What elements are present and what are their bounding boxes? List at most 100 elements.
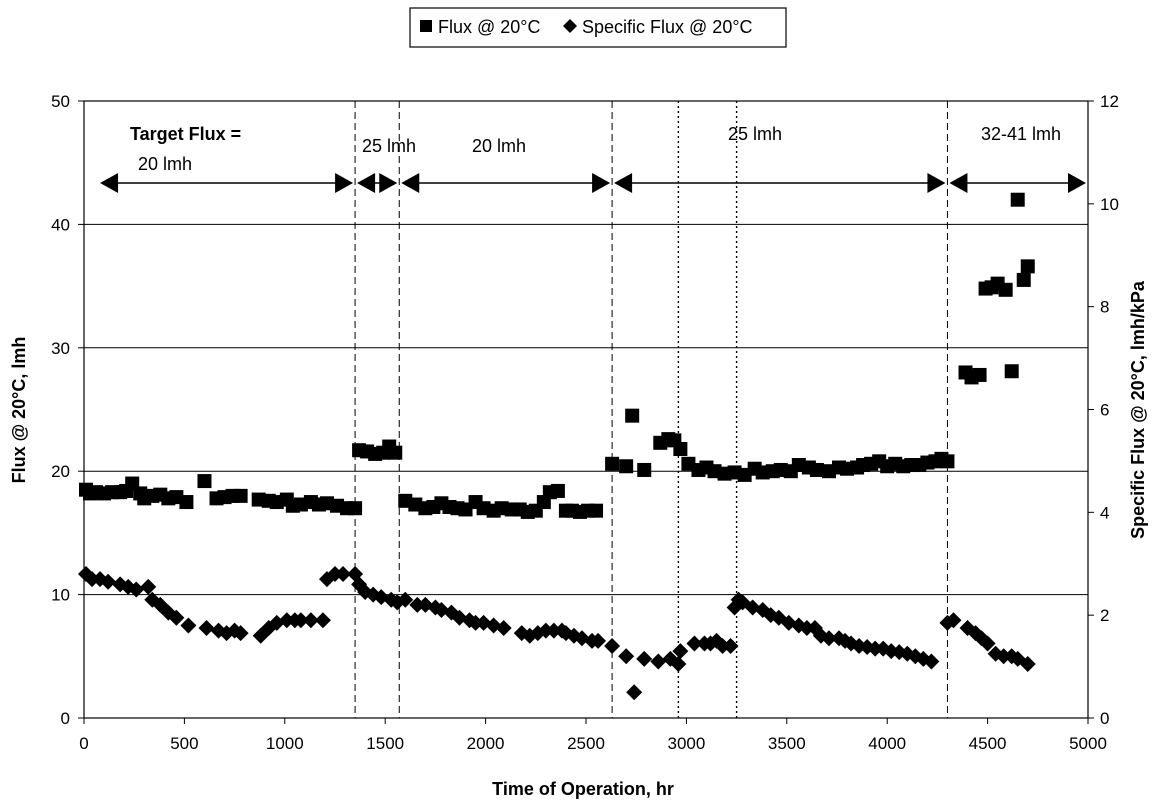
specific-flux-point [626, 684, 643, 701]
phase-label: 20 lmh [472, 136, 526, 156]
flux-point [550, 483, 565, 498]
y-right-tick-label: 6 [1100, 401, 1109, 420]
arrowhead-left-icon [100, 173, 119, 193]
flux-point [1004, 364, 1019, 379]
flux-point [1010, 192, 1025, 207]
specific-flux-point [820, 630, 837, 647]
specific-flux-point [618, 648, 635, 665]
y-right-tick-label: 10 [1100, 195, 1119, 214]
specific-flux-point [409, 596, 426, 613]
flux-point [619, 459, 634, 474]
specific-flux-point [302, 612, 319, 629]
y-left-tick-label: 30 [51, 339, 70, 358]
specific-flux-point [232, 625, 249, 642]
specific-flux-point [335, 566, 352, 583]
legend-label-specific-flux: Specific Flux @ 20°C [582, 17, 753, 37]
legend-diamond-marker [563, 19, 577, 33]
legend-label-flux: Flux @ 20°C [438, 17, 541, 37]
y-left-tick-label: 20 [51, 462, 70, 481]
x-tick-label: 4500 [969, 734, 1007, 753]
flux-point [998, 282, 1013, 297]
y-right-tick-label: 8 [1100, 298, 1109, 317]
y-right-tick-label: 4 [1100, 503, 1109, 522]
x-tick-label: 2500 [567, 734, 605, 753]
specific-flux-point [100, 573, 117, 590]
target-flux-label: Target Flux = [130, 124, 241, 144]
flux-point [179, 495, 194, 510]
arrowhead-left-icon [949, 173, 968, 193]
x-tick-label: 0 [79, 734, 88, 753]
flux-point [673, 441, 688, 456]
x-axis-title: Time of Operation, hr [492, 779, 674, 799]
flux-point [348, 501, 363, 516]
flux-point [1016, 272, 1031, 287]
y-left-tick-label: 10 [51, 586, 70, 605]
x-tick-label: 500 [170, 734, 198, 753]
specific-flux-point [650, 653, 667, 670]
phase-label: 20 lmh [138, 154, 192, 174]
specific-flux-point [278, 612, 295, 629]
flux-point [972, 367, 987, 382]
x-tick-label: 5000 [1069, 734, 1107, 753]
arrowhead-left-icon [401, 173, 420, 193]
arrowhead-right-icon [379, 173, 398, 193]
specific-flux-point [292, 612, 309, 629]
specific-flux-point [686, 635, 703, 652]
x-tick-label: 1500 [366, 734, 404, 753]
specific-flux-point [867, 640, 884, 657]
specific-flux-point [995, 648, 1012, 665]
arrowhead-right-icon [335, 173, 354, 193]
flux-point [605, 456, 620, 471]
specific-flux-point [945, 612, 962, 629]
flux-point [1020, 259, 1035, 274]
y-right-tick-label: 12 [1100, 92, 1119, 111]
x-axis: 0 500 1000 1500 2000 2500 3000 3500 4000 4500 5000 [79, 718, 1107, 753]
specific-flux-point [670, 656, 687, 673]
y-left-tick-label: 50 [51, 92, 70, 111]
y-axis-right-title: Specific Flux @ 20°C, lmh/kPa [1128, 280, 1148, 539]
y-axis-left-title: Flux @ 20°C, lmh [9, 337, 29, 484]
series-specific-flux [78, 566, 1036, 701]
y-right-tick-label: 0 [1100, 709, 1109, 728]
phase-label: 25 lmh [728, 124, 782, 144]
x-tick-label: 4000 [868, 734, 906, 753]
specific-flux-point [128, 581, 145, 598]
x-tick-label: 3500 [768, 734, 806, 753]
specific-flux-point [979, 635, 996, 652]
specific-flux-point [537, 622, 554, 639]
flux-point [233, 488, 248, 503]
series-flux [79, 192, 1035, 519]
x-tick-label: 2000 [467, 734, 505, 753]
specific-flux-point [314, 612, 331, 629]
specific-flux-point [798, 620, 815, 637]
arrowhead-left-icon [357, 173, 376, 193]
specific-flux-point [590, 632, 607, 649]
specific-flux-point [180, 617, 197, 634]
legend-box [409, 7, 787, 48]
flux-point [589, 503, 604, 518]
specific-flux-point [467, 614, 484, 631]
arrowhead-right-icon [1068, 173, 1086, 193]
specific-flux-point [636, 650, 653, 667]
gridlines [84, 223, 1088, 596]
arrowhead-right-icon [927, 173, 946, 193]
specific-flux-point [140, 578, 157, 595]
specific-flux-point [604, 638, 621, 655]
phase-divider-lines [354, 101, 948, 718]
specific-flux-point [84, 571, 101, 588]
x-tick-label: 1000 [266, 734, 304, 753]
specific-flux-point [495, 620, 512, 637]
specific-flux-point [722, 638, 739, 655]
legend: Flux @ 20°C Specific Flux @ 20°C [409, 7, 787, 48]
specific-flux-point [397, 591, 414, 608]
phase-label: 32-41 lmh [981, 124, 1061, 144]
y-left-tick-label: 40 [51, 215, 70, 234]
flux-point [197, 474, 212, 489]
specific-flux-point [672, 643, 689, 660]
specific-flux-point [714, 638, 731, 655]
legend-square-marker [420, 20, 432, 32]
y-right-tick-label: 2 [1100, 606, 1109, 625]
arrowhead-right-icon [592, 173, 611, 193]
y-left-tick-label: 0 [61, 709, 70, 728]
